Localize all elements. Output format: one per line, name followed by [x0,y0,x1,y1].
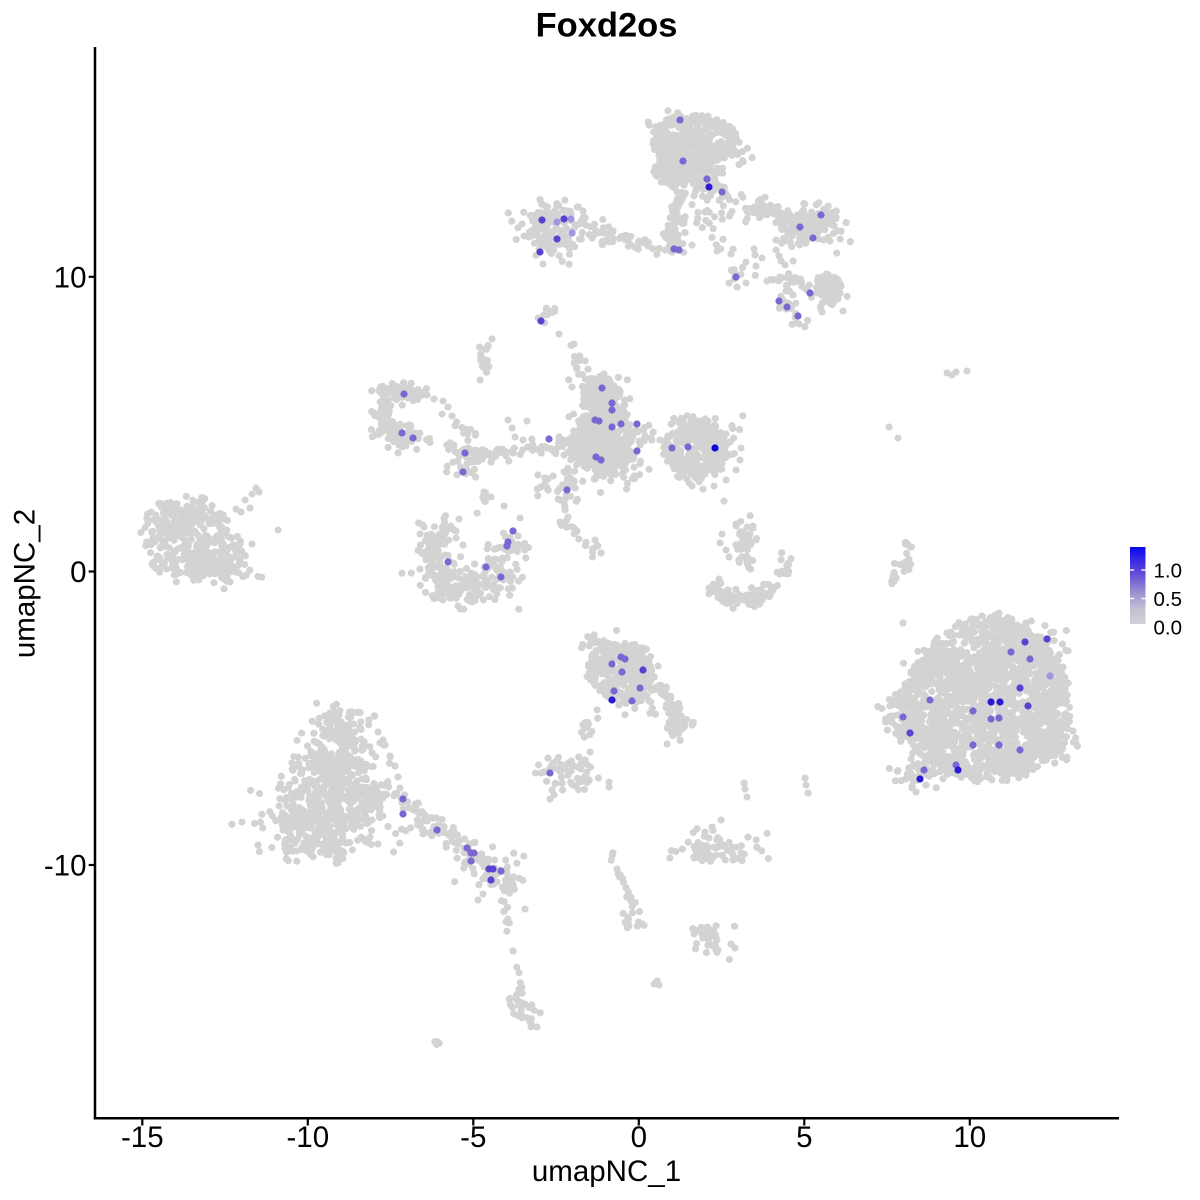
svg-text:-15: -15 [121,1121,164,1154]
svg-text:5: 5 [796,1121,812,1154]
svg-text:1.0: 1.0 [1154,559,1183,582]
svg-text:-10: -10 [286,1121,329,1154]
svg-text:umapNC_2: umapNC_2 [9,509,42,658]
svg-text:-10: -10 [44,850,87,883]
svg-text:10: 10 [54,261,87,294]
svg-text:-5: -5 [460,1121,486,1154]
svg-text:0: 0 [631,1121,647,1154]
svg-text:umapNC_1: umapNC_1 [532,1155,681,1188]
svg-text:Foxd2os: Foxd2os [536,7,678,45]
svg-text:0.5: 0.5 [1154,588,1183,611]
svg-text:10: 10 [953,1121,986,1154]
svg-text:0.0: 0.0 [1154,616,1183,639]
svg-text:0: 0 [70,556,86,589]
